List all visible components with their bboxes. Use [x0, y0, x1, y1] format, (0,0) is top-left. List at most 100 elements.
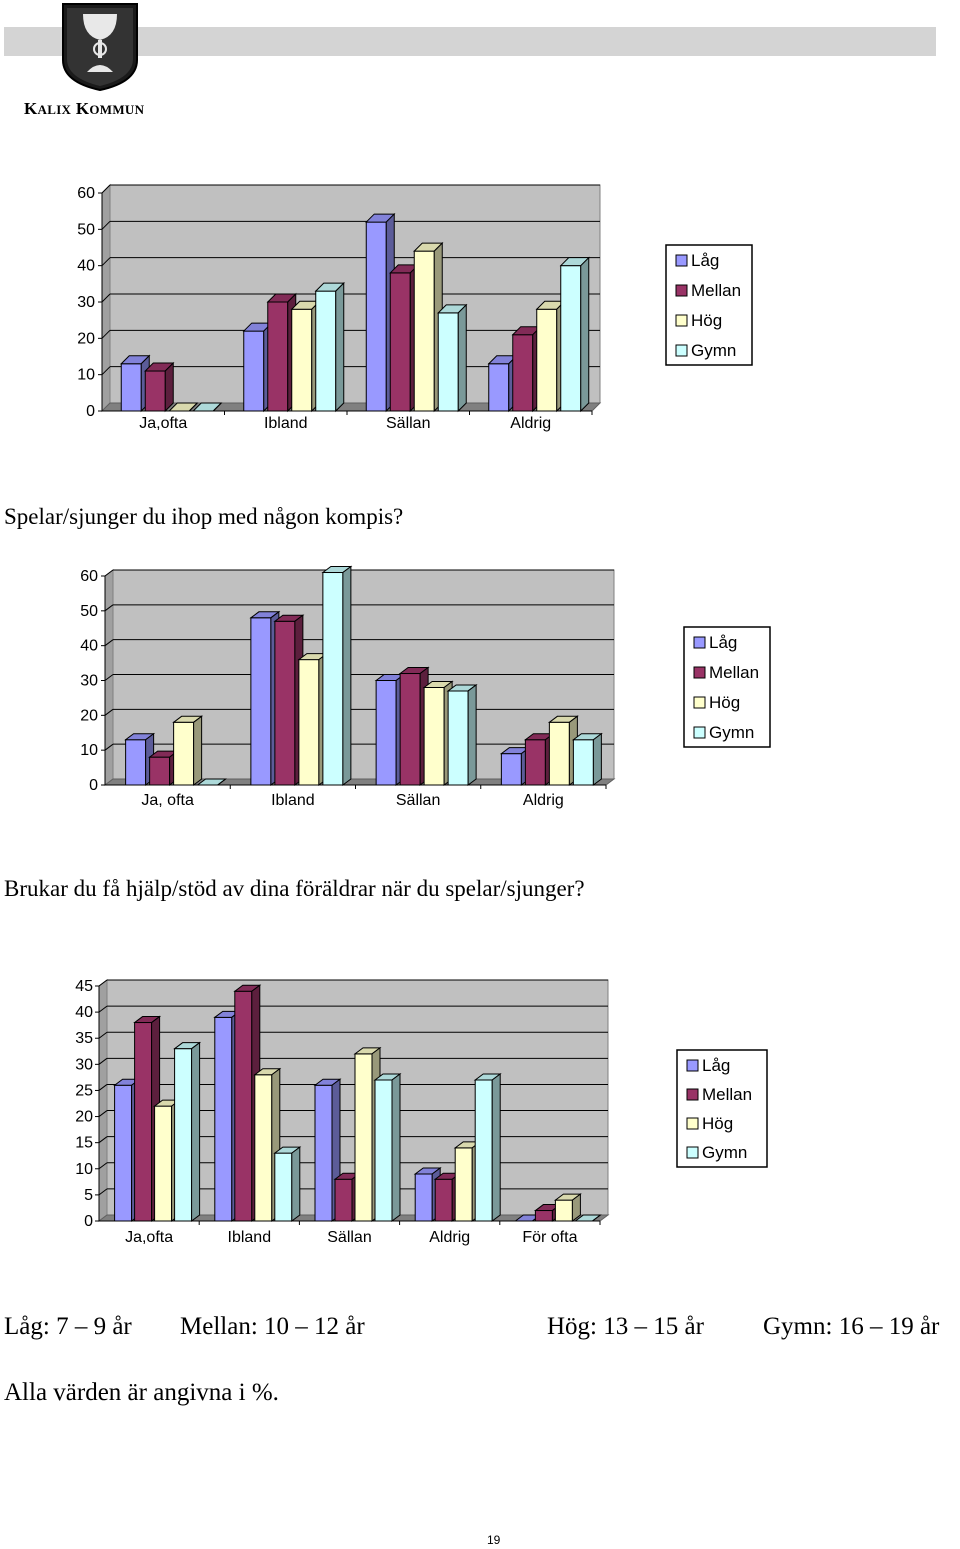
- bar-hög-ja-ofta: [172, 715, 204, 786]
- gridline-side: [98, 1162, 108, 1170]
- y-tick-label: 30: [75, 1056, 93, 1073]
- bar-gymn-sällan: [446, 683, 478, 786]
- legend-swatch-hög: [686, 1117, 699, 1130]
- legend: Låg Mellan Hög Gymn: [665, 244, 753, 366]
- bar-gymn-ibland: [273, 1146, 302, 1222]
- bar-gymn-aldrig: [559, 256, 590, 413]
- legend-swatch-gymn: [693, 726, 706, 739]
- bar-gymn-sällan: [437, 303, 468, 413]
- x-tick-label: Ibland: [264, 415, 308, 432]
- bar-gymn-ja-ofta: [173, 1041, 202, 1222]
- legend-age-high: Hög: 13 – 15 år: [547, 1313, 704, 1340]
- gridline-side: [98, 1136, 108, 1144]
- legend-age-low: Låg: 7 – 9 år: [4, 1313, 132, 1340]
- gridline-side: [104, 569, 114, 577]
- x-tick-label: Ja,ofta: [125, 1229, 173, 1246]
- legend-swatch-mellan: [675, 284, 688, 297]
- y-tick-label: 0: [84, 1213, 93, 1230]
- x-tick-label: Ja, ofta: [141, 792, 194, 809]
- y-tick-label: 35: [75, 1030, 93, 1047]
- y-tick-label: 20: [80, 707, 98, 724]
- gridline-side: [101, 366, 111, 376]
- legend-label-mellan: Mellan: [702, 1085, 752, 1104]
- bar-mellan-ja-ofta: [144, 361, 175, 413]
- gridline-side: [101, 293, 111, 303]
- legend-label-mellan: Mellan: [709, 663, 759, 682]
- gridline-side: [104, 743, 114, 751]
- x-tick-label: Ja,ofta: [139, 415, 187, 432]
- y-tick-label: 40: [77, 258, 95, 275]
- gridline-side: [101, 329, 111, 339]
- org-name: KALIX KOMMUN: [24, 99, 145, 118]
- gridline-side: [101, 220, 111, 230]
- y-tick-label: 10: [80, 742, 98, 759]
- y-tick-label: 40: [75, 1004, 93, 1021]
- chart-3-question: Brukar du få hjälp/stöd av dina föräldra…: [4, 876, 585, 901]
- y-tick-label: 20: [75, 1109, 93, 1126]
- legend: Låg Mellan Hög Gymn: [683, 626, 771, 748]
- legend-swatch-gymn: [675, 344, 688, 357]
- gridline-side: [104, 604, 114, 612]
- bar-gymn-för-ofta: [573, 1214, 602, 1222]
- gridline-side: [98, 1084, 108, 1091]
- bar-mellan-aldrig: [433, 1172, 462, 1222]
- bar-gymn-ibland: [321, 565, 353, 786]
- legend-swatch-mellan: [686, 1088, 699, 1101]
- legend-age-mid: Mellan: 10 – 12 år: [180, 1313, 365, 1340]
- y-tick-label: 30: [77, 294, 95, 311]
- bar-gymn-ibland: [314, 281, 345, 413]
- bar-gymn-aldrig: [473, 1073, 502, 1222]
- y-tick-label: 15: [75, 1135, 93, 1152]
- y-tick-label: 60: [77, 185, 95, 202]
- legend-age-gymn: Gymn: 16 – 19 år: [763, 1313, 940, 1340]
- gridline-side: [101, 257, 111, 267]
- legend-label-gymn: Gymn: [709, 723, 754, 742]
- legend-label-hög: Hög: [691, 311, 722, 330]
- x-tick-label: Aldrig: [510, 415, 551, 432]
- gridline-side: [104, 674, 114, 681]
- y-tick-label: 0: [89, 777, 98, 794]
- y-tick-label: 5: [84, 1187, 93, 1204]
- legend-swatch-låg: [686, 1059, 699, 1072]
- legend-swatch-låg: [693, 636, 706, 649]
- chart-2-question: Spelar/sjunger du ihop med någon kompis?: [4, 504, 404, 529]
- legend-label-låg: Låg: [702, 1056, 730, 1075]
- y-tick-label: 45: [75, 978, 93, 995]
- page-number: 19: [487, 1533, 501, 1547]
- y-tick-label: 40: [80, 638, 98, 655]
- y-tick-label: 0: [86, 403, 95, 420]
- x-tick-label: Ibland: [228, 1229, 272, 1246]
- legend-label-låg: Låg: [709, 633, 737, 652]
- gridline-side: [98, 979, 108, 987]
- legend-label-gymn: Gymn: [691, 341, 736, 360]
- chart-3: 0 5 10 15 20 25 30 35 40 45 Ja,ofta Ibland Sällan Ald…: [75, 978, 768, 1246]
- legend-swatch-låg: [675, 254, 688, 267]
- gridline-side: [98, 1005, 108, 1013]
- bar-hög-för-ofta: [553, 1193, 582, 1222]
- y-tick-label: 50: [80, 603, 98, 620]
- bar-gymn-aldrig: [571, 732, 603, 786]
- legend: Låg Mellan Hög Gymn: [676, 1049, 768, 1168]
- y-tick-label: 10: [77, 367, 95, 384]
- legend-swatch-gymn: [686, 1146, 699, 1159]
- values-note: Alla värden är angivna i %.: [4, 1379, 279, 1406]
- legend-label-hög: Hög: [709, 693, 740, 712]
- x-tick-label: Aldrig: [429, 1229, 470, 1246]
- y-tick-label: 20: [77, 330, 95, 347]
- gridline-side: [98, 1057, 108, 1065]
- gridline-side: [104, 639, 114, 647]
- legend-label-gymn: Gymn: [702, 1143, 747, 1162]
- legend-label-låg: Låg: [691, 251, 719, 270]
- x-tick-label: Ibland: [271, 792, 315, 809]
- legend-swatch-hög: [693, 696, 706, 709]
- kalix-coat-of-arms-logo: [62, 3, 138, 92]
- bar-låg-sällan: [313, 1078, 342, 1222]
- bar-gymn-sällan: [373, 1073, 402, 1222]
- gridline-side: [98, 1031, 108, 1039]
- chart-2: 0 10 20 30 40 50 60 Ja, ofta Ibland Sällan Aldrig L…: [80, 565, 771, 809]
- x-tick-label: Sällan: [327, 1229, 371, 1246]
- y-tick-label: 50: [77, 221, 95, 238]
- chart-1: 0 10 20 30 40 50 60 Ja,ofta Ibland Sällan Aldrig Lå…: [77, 183, 753, 432]
- x-tick-label: Sällan: [386, 415, 430, 432]
- gridline-side: [98, 1110, 108, 1117]
